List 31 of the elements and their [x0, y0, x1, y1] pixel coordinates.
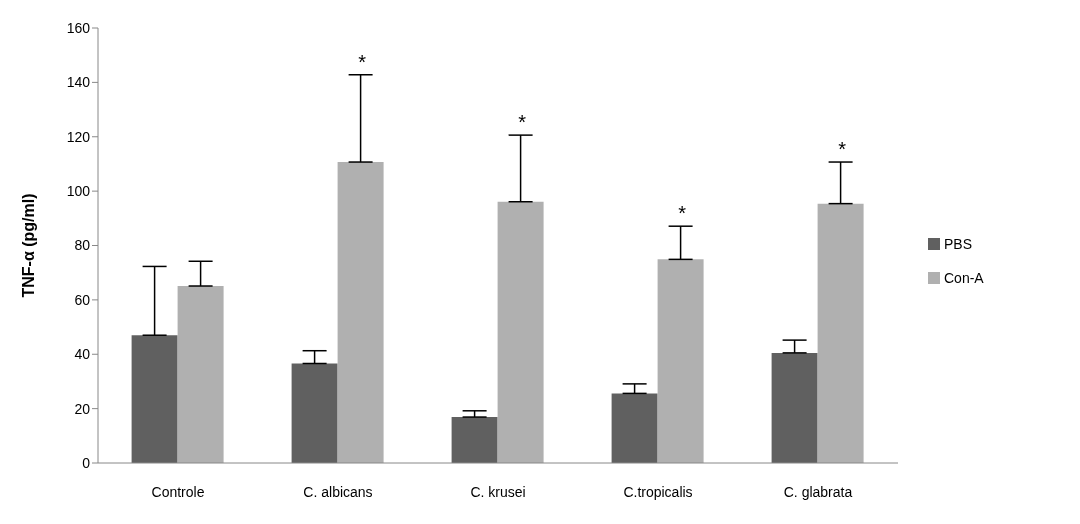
bar [291, 363, 338, 463]
y-tick-label: 100 [66, 183, 91, 200]
y-tick-label: 20 [74, 400, 91, 417]
x-tick-label: C. glabrata [783, 483, 853, 500]
x-tick-label: C. albicans [303, 483, 373, 500]
y-tick-label: 0 [82, 454, 91, 471]
x-tick-label: C. krusei [470, 483, 526, 500]
x-tick-label: C.tropicalis [623, 483, 693, 500]
annotation: * [678, 202, 687, 225]
bar [337, 162, 384, 463]
bar [451, 417, 498, 463]
y-tick-label: 40 [74, 346, 91, 363]
y-axis-title: TNF-α (pg/ml) [19, 193, 37, 298]
annotation: * [518, 111, 527, 134]
bar [657, 259, 704, 463]
annotation: * [838, 138, 847, 161]
annotation: * [358, 50, 367, 73]
y-tick-label: 140 [66, 74, 91, 91]
bar [817, 203, 864, 463]
y-tick-label: 160 [66, 19, 91, 36]
y-tick-label: 120 [66, 128, 91, 145]
bar [497, 201, 544, 463]
y-tick-label: 80 [74, 237, 91, 254]
legend-label: Con-A [944, 269, 984, 286]
bar [177, 286, 224, 463]
bar [611, 393, 658, 463]
x-tick-label: Controle [151, 483, 205, 500]
legend-label: PBS [944, 235, 973, 252]
bar [131, 335, 178, 463]
y-tick-label: 60 [74, 291, 91, 308]
bar [771, 352, 818, 463]
